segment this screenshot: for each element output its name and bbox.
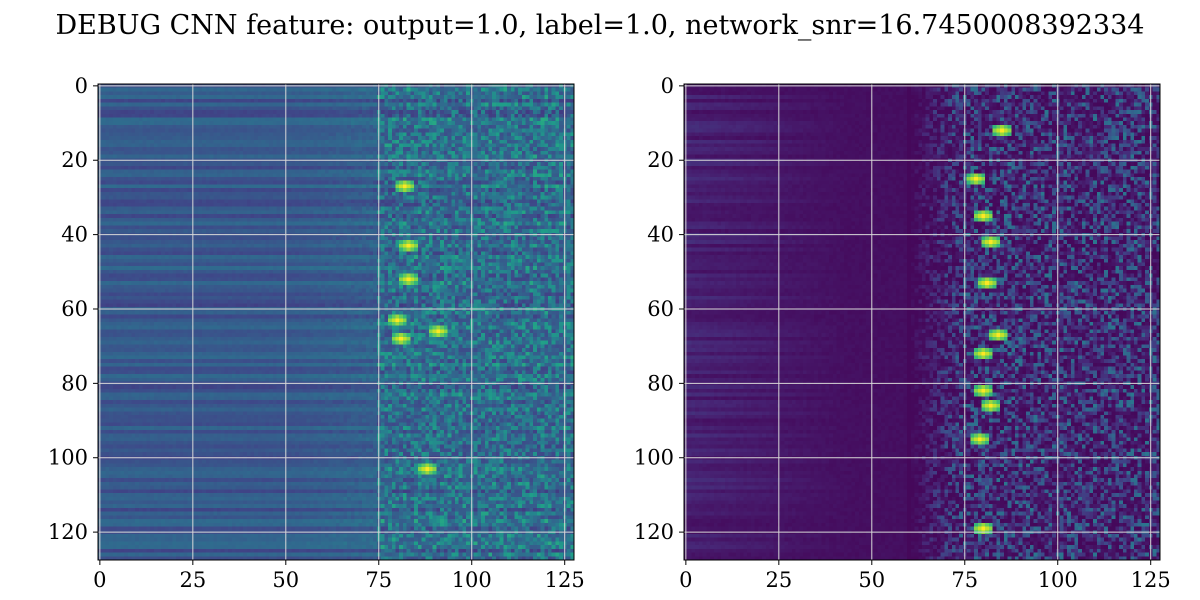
- x-tick-label: 0: [93, 568, 106, 592]
- y-tick-label: 60: [61, 297, 88, 321]
- y-tick-label: 20: [647, 148, 674, 172]
- y-tick-label: 80: [647, 371, 674, 395]
- y-tick-label: 120: [634, 520, 674, 544]
- x-tick-label: 75: [365, 568, 392, 592]
- y-tick-label: 100: [634, 446, 674, 470]
- x-tick-label: 100: [452, 568, 492, 592]
- heatmap-image: [684, 84, 1160, 560]
- y-tick-label: 20: [61, 148, 88, 172]
- heatmap-right: 0 25 50 75 100 125 0 20 40 60 80 100 120: [634, 74, 1171, 592]
- y-tick-label: 120: [48, 520, 88, 544]
- x-tick-label: 125: [1131, 568, 1171, 592]
- axes-frame: [97, 83, 575, 561]
- y-tick-label: 100: [48, 446, 88, 470]
- y-tick-label: 40: [61, 223, 88, 247]
- x-tick-label: 75: [951, 568, 978, 592]
- y-tick-label: 0: [661, 74, 674, 98]
- axes-frame: [683, 83, 1161, 561]
- x-tick-label: 50: [272, 568, 299, 592]
- x-tick-label: 0: [679, 568, 692, 592]
- x-tick-label: 25: [179, 568, 206, 592]
- y-tick-label: 0: [75, 74, 88, 98]
- x-tick-label: 50: [858, 568, 885, 592]
- figure-title: DEBUG CNN feature: output=1.0, label=1.0…: [56, 10, 1145, 41]
- heatmap-left: 0 25 50 75 100 125 0 20 40 60 80 100 120: [48, 74, 585, 592]
- x-tick-label: 125: [545, 568, 585, 592]
- y-tick-label: 80: [61, 371, 88, 395]
- x-tick-label: 100: [1038, 568, 1078, 592]
- y-tick-label: 60: [647, 297, 674, 321]
- y-tick-label: 40: [647, 223, 674, 247]
- heatmap-image: [98, 84, 574, 560]
- x-tick-label: 25: [765, 568, 792, 592]
